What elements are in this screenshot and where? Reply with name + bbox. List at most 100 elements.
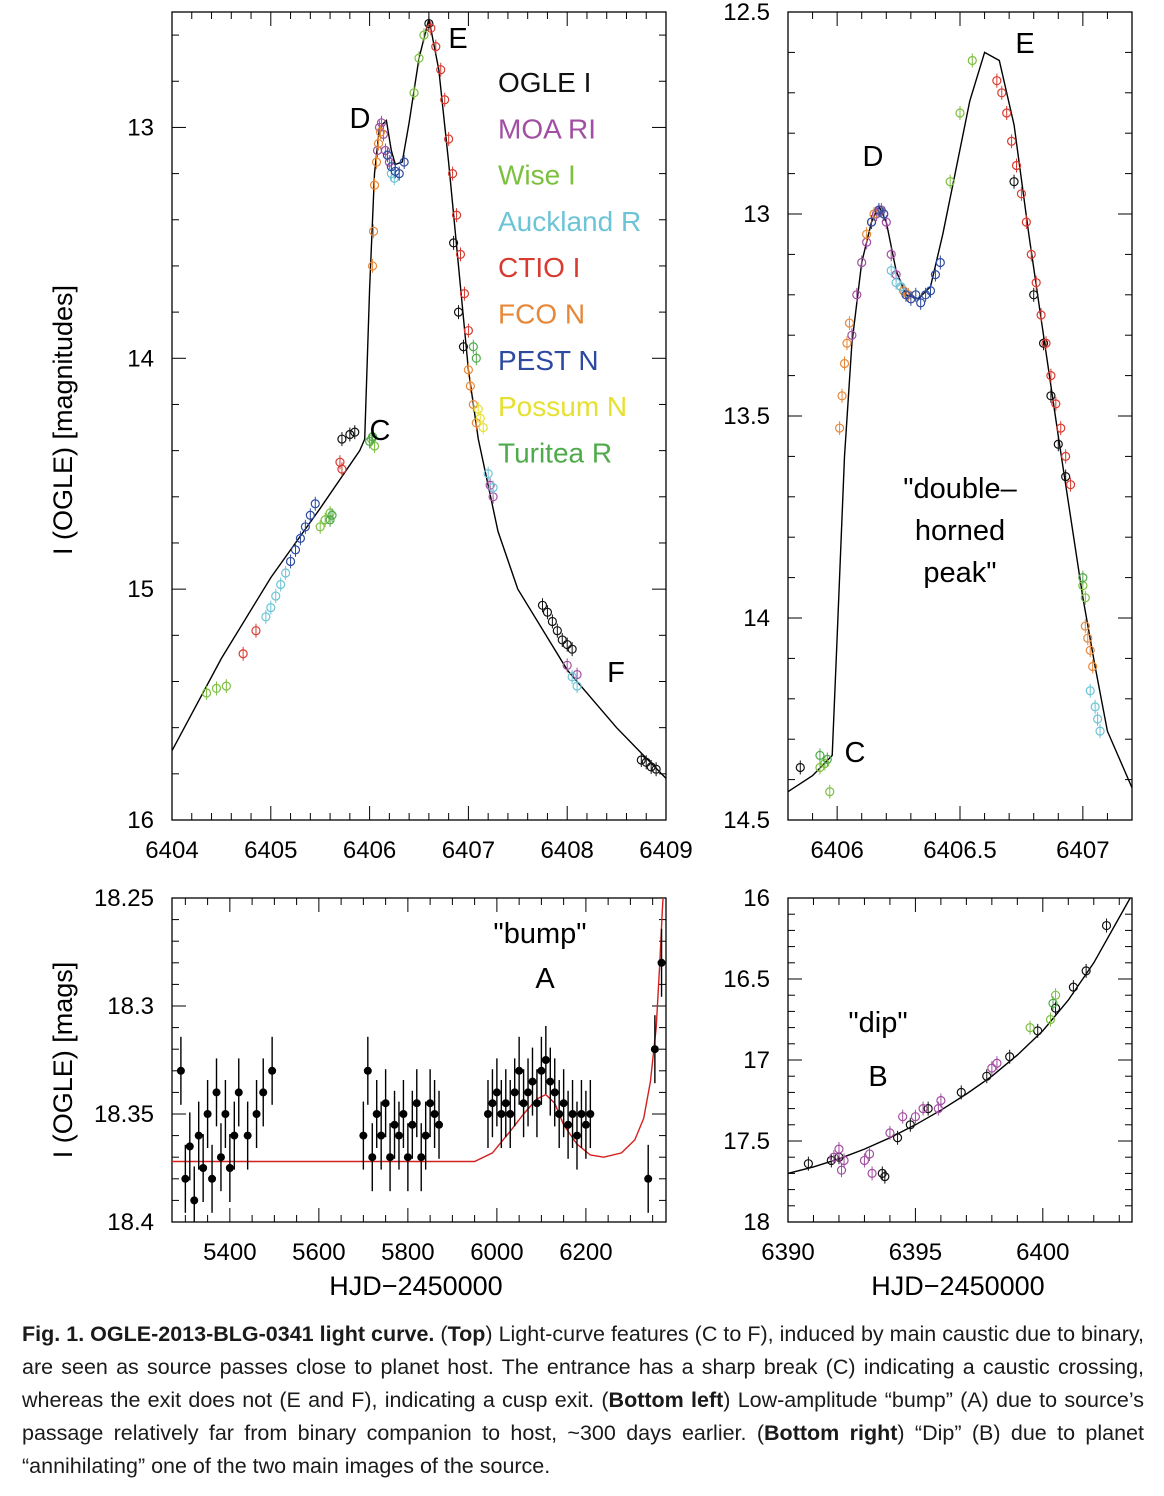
data-point (1046, 371, 1056, 381)
data-point (550, 1088, 559, 1097)
data-point (515, 1066, 524, 1075)
data-point (836, 1165, 847, 1175)
data-point (327, 510, 337, 520)
x-axis-label: HJD−2450000 (871, 1271, 1044, 1301)
legend-entry: FCO N (498, 299, 585, 330)
x-tick-label: 6406.5 (923, 837, 996, 864)
data-point (567, 644, 577, 654)
data-point (987, 1063, 997, 1073)
plot-frame (787, 11, 1133, 821)
data-point (300, 522, 310, 532)
data-point (1009, 177, 1019, 187)
data-point (930, 270, 941, 280)
data-point (234, 1088, 243, 1097)
data-point (822, 754, 832, 765)
data-point (892, 1133, 903, 1143)
panel-top-left: 6404 6405 6406 6407 6408 6409 13 14 15 16 C D E F OGLE… (48, 11, 693, 864)
plot-area (788, 51, 1132, 799)
data-point (367, 432, 378, 442)
annotation-label: peak" (923, 557, 996, 589)
data-point (230, 1131, 239, 1140)
data-point (837, 391, 847, 401)
x-tick-label: 6409 (639, 837, 692, 864)
data-point (825, 787, 835, 797)
data-point (866, 217, 877, 227)
data-point (923, 1103, 933, 1114)
data-point (815, 750, 825, 760)
data-point (562, 660, 572, 670)
annotation-label: "double– (903, 473, 1017, 505)
y-tick-label: 18.25 (94, 885, 154, 912)
caption-top-label: Top (447, 1322, 486, 1346)
panel-bottom-right: 6390 6395 6400 16 16.5 17 17.5 18 "dip" B HJD−2450… (723, 885, 1133, 1301)
data-point (829, 1152, 839, 1162)
data-point (1068, 982, 1078, 992)
y-tick-label: 14 (127, 345, 154, 372)
x-tick-label: 6405 (244, 837, 297, 864)
data-point (208, 1174, 217, 1183)
data-point (910, 1112, 921, 1122)
data-point (567, 672, 577, 682)
data-point (463, 365, 473, 375)
model-curve (172, 18, 666, 779)
plot-frame (171, 11, 667, 821)
annotation-label: F (607, 657, 625, 689)
data-point (867, 1168, 877, 1179)
data-point (992, 76, 1002, 86)
data-point (468, 399, 478, 410)
data-point (389, 173, 399, 183)
caption-bottom-left-label: Bottom left (608, 1388, 724, 1412)
data-point (372, 1110, 381, 1118)
data-point (537, 1066, 546, 1075)
data-point (905, 1120, 915, 1130)
y-tick-label: 18.35 (94, 1101, 154, 1128)
legend-entry: Possum N (498, 391, 627, 422)
x-axis-label: HJD−2450000 (329, 1271, 502, 1301)
data-point (315, 522, 325, 532)
data-point (859, 1155, 870, 1166)
data-point (216, 1153, 225, 1162)
data-point (547, 616, 557, 627)
data-point (839, 1155, 849, 1166)
data-point (555, 1110, 564, 1118)
data-point (471, 353, 481, 363)
data-point (572, 1131, 581, 1140)
data-point (1002, 108, 1012, 118)
data-point (1085, 686, 1095, 696)
data-point (394, 1131, 403, 1140)
data-point (1050, 1003, 1061, 1013)
data-point (1061, 472, 1071, 482)
data-point (325, 515, 335, 525)
data-point (834, 423, 845, 433)
data-point (350, 427, 360, 437)
data-point (485, 480, 495, 490)
data-point (1045, 1014, 1056, 1025)
data-point (281, 568, 291, 578)
legend-entry: CTIO I (498, 252, 580, 283)
data-point (276, 579, 286, 590)
data-point (221, 681, 231, 691)
data-point (367, 261, 378, 271)
data-point (261, 612, 271, 622)
data-point (572, 681, 582, 691)
annotation-label: E (1015, 28, 1034, 60)
annotation-label: B (868, 1061, 887, 1093)
data-point (259, 1088, 268, 1097)
data-point (320, 515, 330, 525)
legend-entry: MOA RI (498, 113, 596, 144)
x-tick-label: 6000 (470, 1239, 523, 1266)
data-point (310, 499, 320, 509)
data-point (417, 1153, 426, 1162)
panel-bottom-left: 5400 5600 5800 6000 6200 18.25 18.3 18.35 18.4 "b… (48, 885, 667, 1301)
data-point (967, 55, 977, 66)
data-point (918, 1103, 928, 1114)
data-point (426, 23, 436, 33)
data-point (266, 603, 276, 613)
annotation-label: "bump" (493, 918, 586, 950)
data-point (886, 249, 896, 259)
annotation-label: horned (915, 515, 1005, 547)
y-tick-label: 18 (743, 1209, 770, 1236)
data-point (577, 1110, 586, 1118)
data-point (1033, 1026, 1043, 1036)
data-point (557, 635, 567, 645)
